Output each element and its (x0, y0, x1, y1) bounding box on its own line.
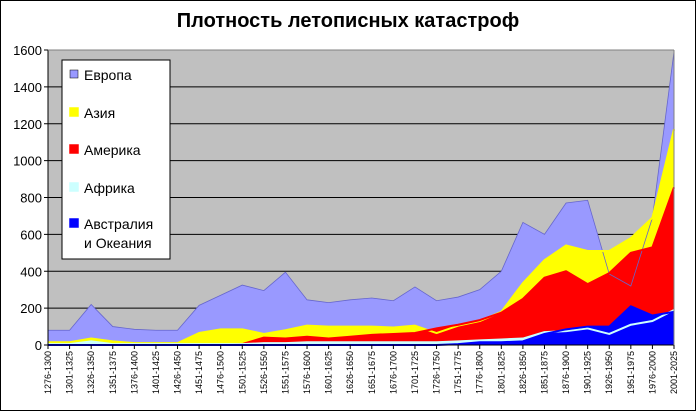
y-tick-labels: 0 200 400 600 800 1000 1200 1400 1600 (13, 43, 48, 353)
x-tick-label: 1901-1925 (583, 351, 593, 394)
legend-label: и Океания (84, 235, 152, 251)
y-tick-label: 0 (35, 338, 42, 353)
legend-swatch (69, 218, 79, 228)
y-tick-label: 1600 (13, 43, 42, 58)
x-tick-label: 1926-1950 (604, 351, 614, 394)
area-4 (48, 306, 674, 345)
legend-label: Америка (84, 142, 141, 158)
legend-label: Африка (84, 180, 135, 196)
x-tick-label: 1726-1750 (432, 351, 442, 394)
x-tick-label: 1376-1400 (129, 351, 139, 394)
legend-swatch (69, 144, 79, 154)
legend-swatch (69, 107, 79, 117)
x-tick-label: 1826-1850 (518, 351, 528, 394)
line-0 (48, 51, 675, 331)
x-tick-label: 1876-1900 (561, 351, 571, 394)
legend: Европа Азия Америка Африка Австралия и Океани… (61, 59, 171, 260)
x-tick-label: 1301-1325 (65, 351, 75, 394)
x-tick-label: 2001-2025 (669, 351, 679, 394)
x-tick-label: 1551-1575 (280, 351, 290, 394)
x-tick-label: 1276-1300 (43, 351, 53, 394)
x-tick-label: 1601-1625 (324, 351, 334, 394)
y-tick-label: 200 (20, 301, 42, 316)
x-tick-label: 1976-2000 (647, 351, 657, 394)
x-tick-label: 1476-1500 (216, 351, 226, 394)
x-tick-label: 1326-1350 (86, 351, 96, 394)
area-2 (48, 187, 674, 345)
x-tick-label: 1401-1425 (151, 351, 161, 394)
x-tick-label: 1801-1825 (496, 351, 506, 394)
x-tick-label: 1751-1775 (453, 351, 463, 394)
x-tick-label: 1676-1700 (388, 351, 398, 394)
y-tick-label: 600 (20, 227, 42, 242)
x-tick-label: 1651-1675 (367, 351, 377, 394)
legend-label: Европа (84, 67, 132, 83)
x-tick-label: 1351-1375 (108, 351, 118, 394)
x-tick-label: 1951-1975 (626, 351, 636, 394)
legend-label: Австралия (84, 216, 153, 232)
legend-box (61, 59, 171, 260)
legend-swatch (69, 182, 79, 192)
y-tick-label: 1200 (13, 117, 42, 132)
x-tick-label: 1851-1875 (539, 351, 549, 394)
x-tick-labels: 1276-1300 1301-1325 1326-1350 1351-1375 1376… (43, 345, 679, 394)
chart-title: Плотность летописных катастроф (176, 10, 520, 32)
y-tick-label: 400 (20, 264, 42, 279)
legend-swatch (69, 69, 79, 79)
x-tick-label: 1501-1525 (237, 351, 247, 394)
x-tick-label: 1576-1600 (302, 351, 312, 394)
x-tick-label: 1426-1450 (173, 351, 183, 394)
x-tick-label: 1701-1725 (410, 351, 420, 394)
y-tick-label: 1400 (13, 80, 42, 95)
y-tick-label: 1000 (13, 154, 42, 169)
x-tick-label: 1626-1650 (345, 351, 355, 394)
x-tick-label: 1451-1475 (194, 351, 204, 394)
legend-label: Азия (84, 105, 115, 121)
area-0 (48, 51, 674, 345)
x-tick-label: 1776-1800 (475, 351, 485, 394)
y-tick-label: 800 (20, 191, 42, 206)
x-tick-label: 1526-1550 (259, 351, 269, 394)
